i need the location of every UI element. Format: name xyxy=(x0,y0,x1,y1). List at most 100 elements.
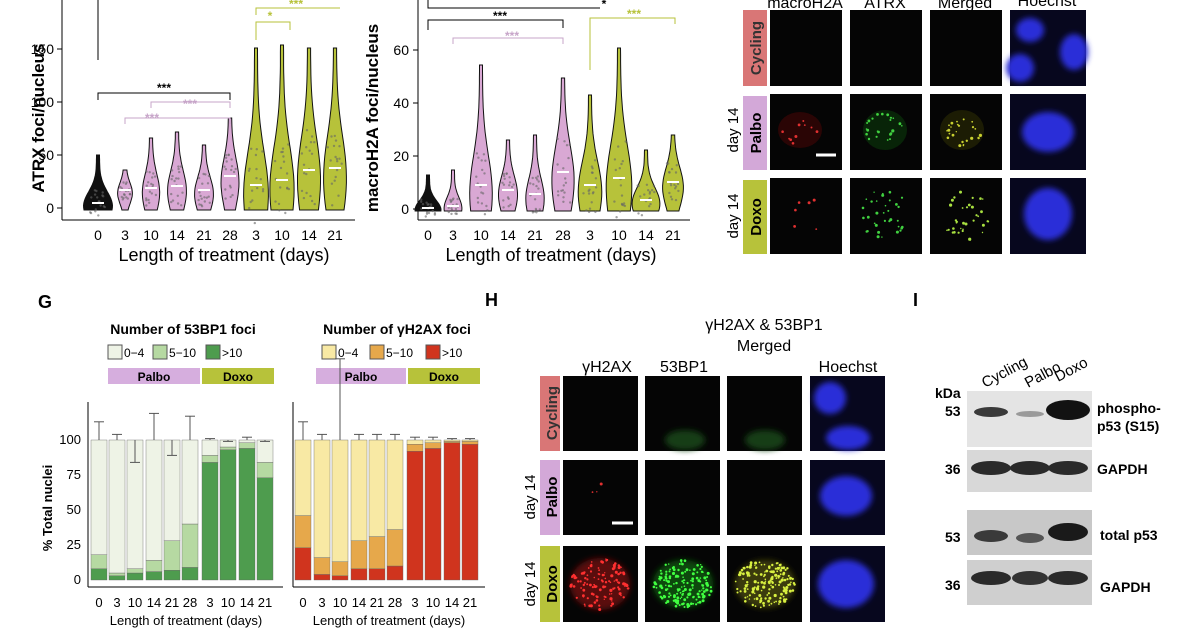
focus-dot xyxy=(613,580,615,582)
violin-point xyxy=(614,168,617,172)
violin-point xyxy=(248,167,251,170)
focus-dot xyxy=(706,571,710,575)
focus-dot xyxy=(771,585,775,589)
violin-point xyxy=(250,147,253,150)
micro-tile xyxy=(727,460,802,535)
focus-dot xyxy=(678,604,681,607)
violin-point xyxy=(151,176,154,179)
legend-label: >10 xyxy=(442,346,463,360)
focus-dot xyxy=(683,598,687,602)
violin-point xyxy=(420,200,423,203)
violin-point xyxy=(273,159,277,163)
violin-point xyxy=(255,148,258,151)
violin-point xyxy=(281,147,285,150)
violin-point xyxy=(150,192,153,195)
violin-point xyxy=(336,160,339,163)
focus-dot xyxy=(611,600,613,602)
focus-dot xyxy=(775,577,778,580)
focus-dot xyxy=(622,596,625,599)
focus-dot xyxy=(700,564,702,566)
focus-dot xyxy=(577,580,580,583)
focus-dot xyxy=(956,120,958,123)
focus-dot xyxy=(738,571,742,574)
bar-segment xyxy=(313,557,331,575)
panel-e-xtick-label: 14 xyxy=(301,227,317,243)
focus-dot xyxy=(663,579,666,582)
focus-dot xyxy=(584,577,587,580)
focus-dot xyxy=(961,140,964,144)
legend-swatch-high xyxy=(425,344,441,360)
violin-point xyxy=(281,150,284,154)
focus-dot xyxy=(788,589,792,593)
focus-dot xyxy=(961,207,964,209)
focus-dot xyxy=(668,563,670,565)
violin-point xyxy=(274,200,277,203)
focus-dot xyxy=(596,595,599,599)
focus-dot xyxy=(665,579,668,582)
violin-point xyxy=(585,209,588,212)
panel-f-y-title: macroH2A foci/nucleus xyxy=(363,24,382,212)
violin-point xyxy=(332,144,336,148)
violin-point xyxy=(674,171,678,174)
violin-point xyxy=(475,175,478,178)
row-label-day: day 14 xyxy=(522,561,539,606)
focus-dot xyxy=(701,584,703,586)
micro-col-header: ATRX xyxy=(864,0,906,12)
violin-point xyxy=(310,135,314,138)
focus-dot xyxy=(679,591,682,594)
violin-point xyxy=(170,178,173,181)
g-xtick-label: 28 xyxy=(388,595,402,610)
focus-dot xyxy=(601,580,604,583)
focus-dot xyxy=(611,602,614,606)
violin-point xyxy=(224,168,228,171)
violin-point xyxy=(224,197,227,200)
violin-point xyxy=(277,202,281,206)
focus-dot xyxy=(743,587,747,590)
violin-point xyxy=(229,186,232,189)
focus-dot xyxy=(572,574,574,577)
panel-e-y-title: ATRX foci/nucleus xyxy=(29,44,48,193)
focus-dot xyxy=(683,559,687,562)
panel-e-xticks: 0 3 10 14 21 28 3 10 14 21 xyxy=(94,227,343,243)
focus-dot xyxy=(775,562,778,565)
violin-point xyxy=(179,165,183,168)
violin-point xyxy=(486,209,489,212)
violin xyxy=(141,137,161,211)
focus-dot xyxy=(665,570,668,573)
violin-point xyxy=(594,210,597,214)
focus-dot xyxy=(695,576,699,580)
panel-i: I Cycling Palbo Doxo kDa 53 36 53 36 pho… xyxy=(913,290,1161,605)
violin-point xyxy=(147,181,150,184)
violin-point xyxy=(421,203,425,206)
violin-point xyxy=(232,170,236,174)
violin-point xyxy=(620,194,624,197)
violin xyxy=(297,47,321,211)
focus-dot xyxy=(802,120,805,122)
micro-col-header: γH2AX xyxy=(582,359,632,376)
violin-point xyxy=(591,167,594,170)
focus-dot xyxy=(979,197,982,200)
focus-dot xyxy=(881,193,885,197)
focus-dot xyxy=(658,575,661,578)
focus-dot xyxy=(974,127,977,130)
focus-dot xyxy=(886,113,890,117)
focus-dot xyxy=(749,563,753,567)
blot-band xyxy=(974,407,1008,417)
g-xtick-label: 21 xyxy=(165,595,179,610)
violin-point xyxy=(302,163,306,166)
row-label-text: Palbo xyxy=(748,113,765,154)
violin-point xyxy=(309,194,312,198)
focus-dot xyxy=(706,576,709,578)
focus-dot xyxy=(892,117,895,119)
panel-f-xtick-label: 21 xyxy=(665,227,681,243)
g-xtick-label: 28 xyxy=(183,595,197,610)
focus-dot xyxy=(778,584,780,586)
focus-dot xyxy=(764,571,766,573)
focus-dot xyxy=(579,580,582,583)
focus-dot xyxy=(774,584,777,586)
focus-dot xyxy=(753,580,757,584)
focus-dot xyxy=(762,585,766,589)
kda-value: 36 xyxy=(945,577,961,593)
focus-dot xyxy=(887,209,890,212)
